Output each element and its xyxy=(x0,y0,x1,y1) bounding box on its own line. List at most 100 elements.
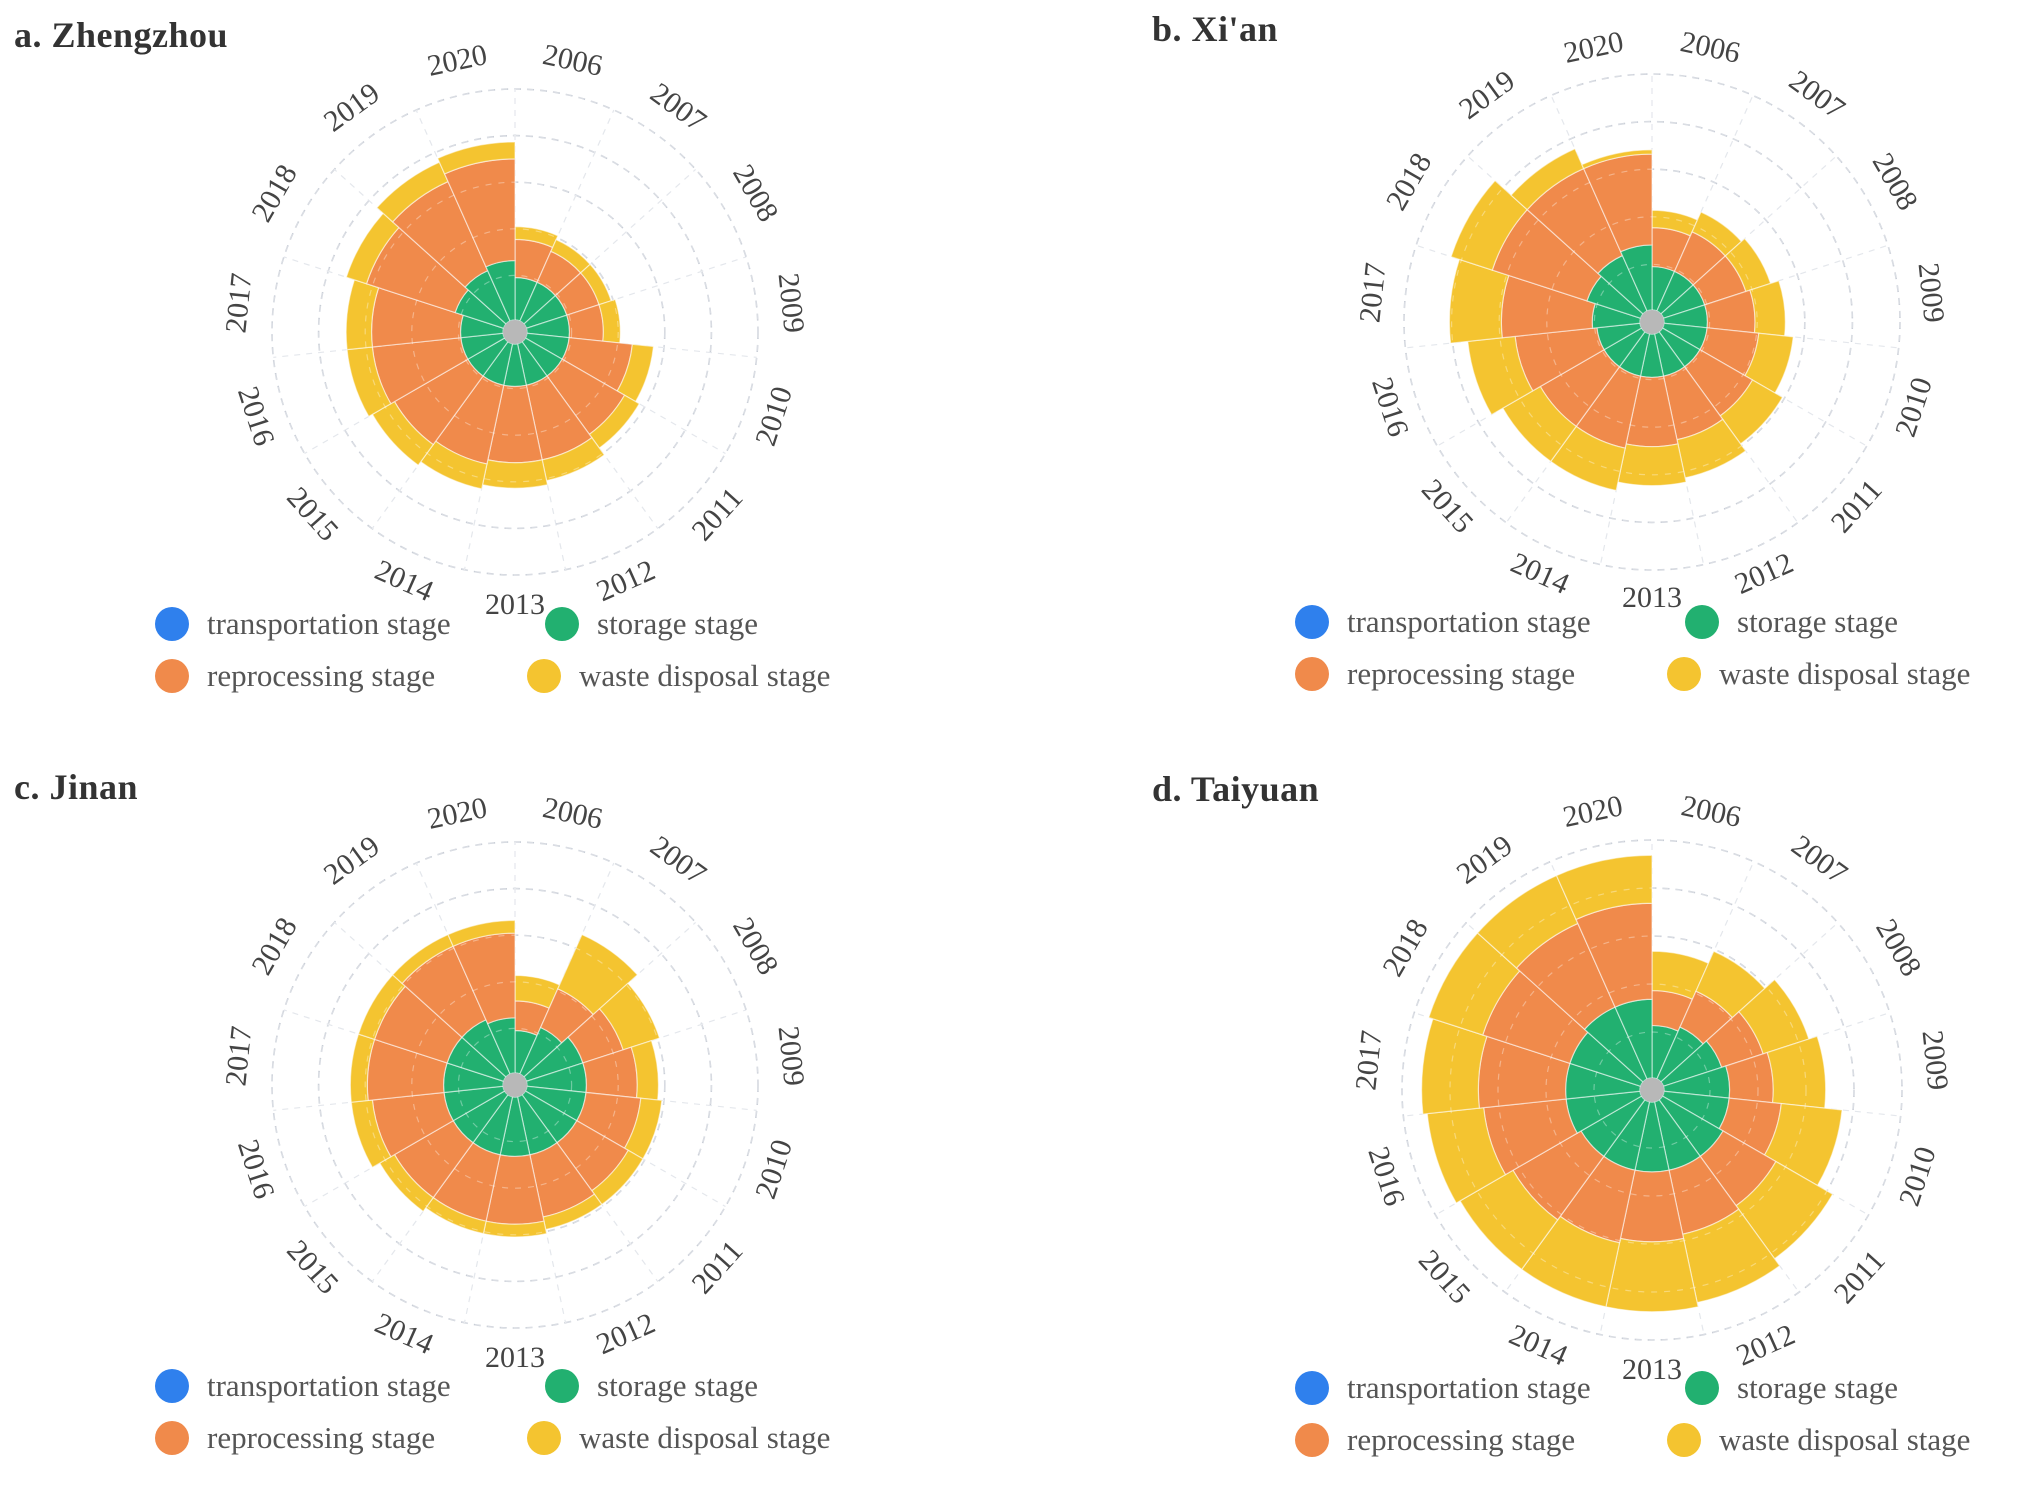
grid-ring-overlay xyxy=(271,88,759,576)
legend-item-waste[interactable]: waste disposal stage xyxy=(1667,652,1970,696)
grid-ring-overlay xyxy=(1593,263,1711,381)
grid-overlay xyxy=(271,841,759,1329)
tick-label-2016: 2016 xyxy=(231,1136,281,1203)
grid-ring-overlay xyxy=(411,981,619,1189)
grid-overlay xyxy=(1403,73,1901,571)
tick-label-2019: 2019 xyxy=(318,829,386,891)
tick-label-2015: 2015 xyxy=(1415,473,1480,540)
bar-waste-2020 xyxy=(447,919,516,948)
grid-ring-overlay xyxy=(1546,216,1758,428)
legend-label: waste disposal stage xyxy=(579,658,831,693)
legend-item-transportation[interactable]: transportation stage xyxy=(1295,600,1591,644)
tick-label-2014: 2014 xyxy=(1504,1318,1572,1373)
grid-ring xyxy=(271,841,759,1329)
legend-item-storage[interactable]: storage stage xyxy=(545,602,758,646)
tick-label-2019: 2019 xyxy=(318,76,386,138)
tick-label-2007: 2007 xyxy=(1785,829,1853,891)
legend-dot-transportation xyxy=(1295,605,1329,639)
legend-label: reprocessing stage xyxy=(207,658,436,693)
tick-label-2020: 2020 xyxy=(1561,25,1627,70)
tick-label-2006: 2006 xyxy=(540,38,606,83)
polar-chart-zhengzhou: 2006200720082009201020112012201320142015… xyxy=(219,38,810,621)
legend-label: transportation stage xyxy=(207,1368,451,1403)
tick-label-2011: 2011 xyxy=(685,1234,749,1300)
tick-label-2007: 2007 xyxy=(1783,64,1851,126)
legend-item-waste[interactable]: waste disposal stage xyxy=(527,1416,830,1460)
legend-item-reprocessing[interactable]: reprocessing stage xyxy=(155,1416,435,1460)
grid-ring-overlay xyxy=(318,135,712,529)
tick-label-2008: 2008 xyxy=(726,912,785,980)
tick-label-2013: 2013 xyxy=(1622,581,1682,614)
tick-label-2012: 2012 xyxy=(592,1307,660,1362)
legend-item-transportation[interactable]: transportation stage xyxy=(1295,1366,1591,1410)
panel-title: c. Jinan xyxy=(14,767,139,807)
legend-dot-reprocessing xyxy=(1295,1423,1329,1457)
tick-label-2012: 2012 xyxy=(1732,1318,1800,1373)
grid-ring-overlay xyxy=(1497,935,1807,1245)
tick-label-2009: 2009 xyxy=(772,1024,811,1087)
legend-item-reprocessing[interactable]: reprocessing stage xyxy=(1295,652,1575,696)
tick-label-2013: 2013 xyxy=(1622,1353,1682,1386)
tick-label-2007: 2007 xyxy=(644,829,712,891)
legend-dot-reprocessing xyxy=(1295,657,1329,691)
legend-item-reprocessing[interactable]: reprocessing stage xyxy=(1295,1418,1575,1462)
legend-dot-storage xyxy=(545,607,579,641)
legend-label: storage stage xyxy=(1737,1370,1898,1405)
tick-label-2010: 2010 xyxy=(749,1136,799,1203)
grid-ring xyxy=(1401,839,1903,1341)
tick-label-2007: 2007 xyxy=(644,76,712,138)
grid-ring-overlay xyxy=(1593,1031,1711,1149)
tick-label-2011: 2011 xyxy=(685,481,749,547)
bars xyxy=(1421,854,1843,1313)
legend-dot-waste xyxy=(1667,1423,1701,1457)
tick-label-2017: 2017 xyxy=(1353,261,1392,324)
tick-label-2011: 2011 xyxy=(1825,473,1889,539)
legend-dot-reprocessing xyxy=(155,659,189,693)
legend: transportation stage storage stage repro… xyxy=(1295,1366,2027,1476)
legend-item-waste[interactable]: waste disposal stage xyxy=(527,654,830,698)
grid-ring-overlay xyxy=(271,841,759,1329)
tick-label-2015: 2015 xyxy=(280,1234,345,1301)
tick-label-2019: 2019 xyxy=(1453,64,1521,126)
tick-label-2010: 2010 xyxy=(749,383,799,450)
legend-label: transportation stage xyxy=(1347,604,1591,639)
grid-ring-overlay xyxy=(457,1027,573,1143)
grid-ring-overlay xyxy=(457,274,573,390)
legend-dot-waste xyxy=(1667,657,1701,691)
grid-overlay xyxy=(1401,839,1903,1341)
bar-waste-2009 xyxy=(1749,280,1786,337)
grid-ring xyxy=(1403,73,1901,571)
tick-label-2016: 2016 xyxy=(1365,373,1415,440)
legend-item-storage[interactable]: storage stage xyxy=(545,1364,758,1408)
legend-item-waste[interactable]: waste disposal stage xyxy=(1667,1418,1970,1462)
tick-label-2017: 2017 xyxy=(219,1024,258,1087)
legend-label: transportation stage xyxy=(207,606,451,641)
center-hub xyxy=(1640,310,1664,334)
legend-item-transportation[interactable]: transportation stage xyxy=(155,602,451,646)
bars xyxy=(345,141,655,490)
grid-ring-overlay xyxy=(1401,839,1903,1341)
center-hub xyxy=(503,320,527,344)
grid-ring-overlay xyxy=(1403,73,1901,571)
grid-overlay xyxy=(271,88,759,576)
legend-item-storage[interactable]: storage stage xyxy=(1685,600,1898,644)
grid-ring-overlay xyxy=(364,181,666,483)
panel-zhengzhou: a. Zhengzhou 2006 2007 2008 2009 2010 2011 201… xyxy=(0,0,1000,736)
panel-title: d. Taiyuan xyxy=(1152,769,1320,809)
tick-label-2016: 2016 xyxy=(231,383,281,450)
legend-item-storage[interactable]: storage stage xyxy=(1685,1366,1898,1410)
tick-label-2018: 2018 xyxy=(245,912,304,980)
tick-label-2018: 2018 xyxy=(1380,147,1439,215)
legend: transportation stage storage stage repro… xyxy=(1295,596,2027,706)
legend-item-reprocessing[interactable]: reprocessing stage xyxy=(155,654,435,698)
tick-label-2015: 2015 xyxy=(1412,1244,1477,1311)
grid-ring-overlay xyxy=(1545,983,1759,1197)
bar-waste-2013 xyxy=(1605,1237,1699,1313)
grid-ring-overlay xyxy=(1451,121,1853,523)
tick-label-2020: 2020 xyxy=(1560,789,1626,834)
legend-dot-transportation xyxy=(1295,1371,1329,1405)
legend-item-transportation[interactable]: transportation stage xyxy=(155,1364,451,1408)
tick-label-2008: 2008 xyxy=(1869,913,1928,981)
tick-label-2008: 2008 xyxy=(1866,147,1925,215)
